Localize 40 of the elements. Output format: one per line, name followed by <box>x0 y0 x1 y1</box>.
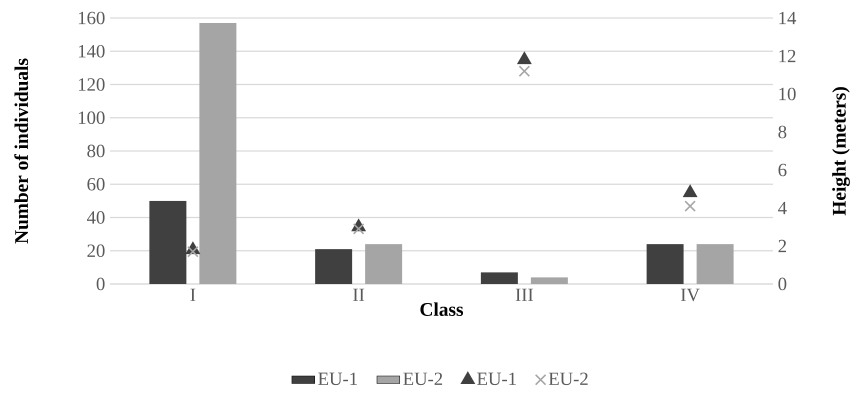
point <box>683 184 697 198</box>
legend-label: EU-2 <box>403 372 442 386</box>
bar <box>480 272 518 284</box>
y-tick-label: 100 <box>78 111 105 124</box>
point <box>352 223 364 235</box>
y-tick-label: 140 <box>78 44 105 58</box>
y2-tick-label: 2 <box>778 240 786 252</box>
legend-label: EU-1 <box>318 372 357 386</box>
y2-tick-label: 12 <box>779 50 796 62</box>
bar <box>530 277 568 284</box>
y2-tick-label: 10 <box>779 88 796 100</box>
point <box>684 200 696 212</box>
y-tick-label: 40 <box>86 211 105 224</box>
y2-axis-title: Height (meters) <box>832 87 850 216</box>
point <box>187 246 199 258</box>
y-axis-title: Number of individuals <box>14 58 28 244</box>
bar <box>646 244 684 284</box>
y-tick-label: 120 <box>78 78 105 91</box>
x-tick-label: I <box>190 288 196 301</box>
y2-tick-label: 6 <box>778 164 786 176</box>
point <box>518 52 532 64</box>
y-tick-label: 0 <box>96 278 105 290</box>
legend-label: EU-1 <box>477 372 516 386</box>
x-tick-label: IV <box>680 288 700 302</box>
bar <box>315 249 352 284</box>
bar <box>696 244 734 284</box>
legend-label: EU-2 <box>548 372 588 386</box>
y2-tick-label: 8 <box>778 126 786 138</box>
y-tick-label: 80 <box>87 144 105 158</box>
y-tick-label: 160 <box>78 12 105 24</box>
x-tick-label: III <box>516 288 534 301</box>
y2-tick-label: 14 <box>779 12 796 24</box>
x-axis-title: Class <box>420 302 464 316</box>
y-tick-label: 60 <box>87 178 105 191</box>
bar <box>365 244 402 284</box>
y2-tick-label: 0 <box>778 278 786 290</box>
y2-tick-label: 4 <box>778 202 787 214</box>
x-tick-label: II <box>353 288 364 301</box>
y-tick-label: 20 <box>87 244 105 258</box>
point <box>518 65 530 77</box>
